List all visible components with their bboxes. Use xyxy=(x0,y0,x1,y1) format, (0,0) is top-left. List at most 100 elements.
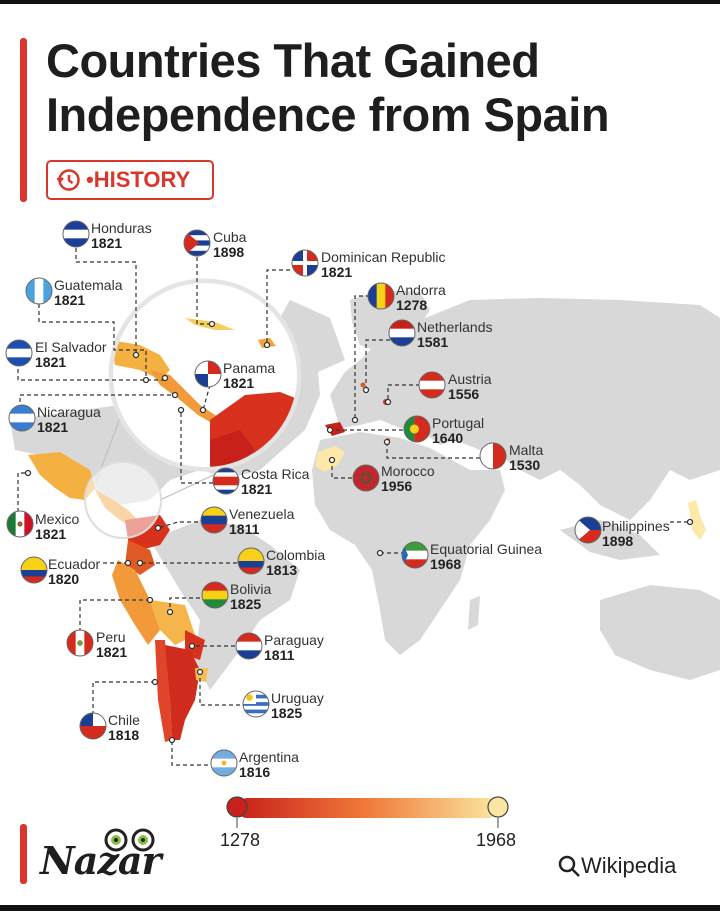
country-name: Panama xyxy=(223,360,276,376)
flag-ring-austria xyxy=(418,371,446,399)
flag-guatemala xyxy=(26,278,52,304)
flag-argentina xyxy=(211,750,237,776)
label-malta: Malta 1530 xyxy=(509,443,543,473)
label-panama: Panama 1821 xyxy=(223,361,275,391)
country-name: Morocco xyxy=(381,463,435,479)
label-portugal: Portugal 1640 xyxy=(432,416,484,446)
label-mexico: Mexico 1821 xyxy=(35,512,79,542)
country-name: Equatorial Guinea xyxy=(430,541,543,557)
flag-ring-ecuador xyxy=(20,556,48,584)
title-line-1: Countries That Gained xyxy=(46,34,540,87)
flag-ring-argentina xyxy=(210,749,238,777)
flag-portugal xyxy=(404,416,430,442)
title-accent-bar xyxy=(20,38,27,202)
country-name: Paraguay xyxy=(264,632,324,648)
label-honduras: Honduras 1821 xyxy=(91,221,152,251)
independence-year: 1813 xyxy=(266,562,298,578)
independence-year: 1821 xyxy=(96,644,128,660)
flag-panama xyxy=(195,361,221,387)
logo-accent-bar xyxy=(20,824,27,884)
label-paraguay: Paraguay 1811 xyxy=(264,633,324,663)
flag-colombia xyxy=(238,548,264,574)
country-name: El Salvador xyxy=(35,339,107,355)
flag-ring-bolivia xyxy=(201,581,229,609)
source-label: Wikipedia xyxy=(581,853,677,878)
flag-ring-malta xyxy=(479,442,507,470)
search-icon xyxy=(558,855,580,877)
flag-ring-el-salvador xyxy=(5,339,33,367)
country-name: Cuba xyxy=(213,229,247,245)
flag-austria xyxy=(419,372,445,398)
flag-ring-paraguay xyxy=(235,632,263,660)
category-tag: •HISTORY xyxy=(46,160,214,200)
country-name: Andorra xyxy=(396,282,446,298)
flag-netherlands xyxy=(389,320,415,346)
independence-year: 1821 xyxy=(91,235,123,251)
central-america-zoom-lens xyxy=(84,278,302,539)
flag-ring-honduras xyxy=(62,220,90,248)
flag-ring-panama xyxy=(194,360,222,388)
color-scale-legend xyxy=(226,796,509,828)
flag-ring-andorra xyxy=(367,282,395,310)
flag-peru xyxy=(67,630,93,656)
independence-year: 1821 xyxy=(54,292,86,308)
label-chile: Chile 1818 xyxy=(108,713,140,743)
logo-wordmark: Nazar xyxy=(40,838,162,883)
independence-year: 1821 xyxy=(37,419,69,435)
label-guatemala: Guatemala 1821 xyxy=(54,278,122,308)
independence-year: 1811 xyxy=(229,521,260,537)
label-netherlands: Netherlands 1581 xyxy=(417,320,493,350)
country-name: Bolivia xyxy=(230,581,272,597)
flag-ecuador xyxy=(21,557,47,583)
flag-ring-netherlands xyxy=(388,319,416,347)
flag-venezuela xyxy=(201,507,227,533)
history-icon xyxy=(56,169,80,191)
flag-ring-equatorial-guinea xyxy=(401,541,429,569)
country-name: Netherlands xyxy=(417,319,493,335)
flag-ring-costa-rica xyxy=(212,467,240,495)
country-name: Guatemala xyxy=(54,277,123,293)
flag-costa-rica xyxy=(213,468,239,494)
independence-year: 1825 xyxy=(230,596,262,612)
country-name: Dominican Republic xyxy=(321,249,446,265)
independence-year: 1820 xyxy=(48,571,80,587)
flag-ring-mexico xyxy=(6,510,34,538)
source-credit: Wikipedia xyxy=(557,853,676,879)
flag-ring-morocco xyxy=(352,464,380,492)
independence-year: 1898 xyxy=(602,533,634,549)
label-costa-rica: Costa Rica 1821 xyxy=(241,467,309,497)
country-name: Venezuela xyxy=(229,506,295,522)
flag-morocco xyxy=(353,465,379,491)
independence-year: 1825 xyxy=(271,705,303,721)
flag-nicaragua xyxy=(9,405,35,431)
flag-mexico xyxy=(7,511,33,537)
label-peru: Peru 1821 xyxy=(96,630,127,660)
label-uruguay: Uruguay 1825 xyxy=(271,691,324,721)
independence-year: 1816 xyxy=(239,764,271,780)
country-name: Malta xyxy=(509,442,544,458)
country-name: Mexico xyxy=(35,511,80,527)
label-equatorial-guinea: Equatorial Guinea 1968 xyxy=(430,542,542,572)
independence-year: 1556 xyxy=(448,386,480,402)
independence-year: 1640 xyxy=(432,430,464,446)
flag-ring-cuba xyxy=(183,229,211,257)
label-nicaragua: Nicaragua 1821 xyxy=(37,405,101,435)
independence-year: 1968 xyxy=(430,556,462,572)
country-name: Austria xyxy=(448,371,492,387)
label-morocco: Morocco 1956 xyxy=(381,464,435,494)
label-philippines: Philippines 1898 xyxy=(602,519,670,549)
independence-year: 1821 xyxy=(321,264,353,280)
flag-andorra xyxy=(368,283,394,309)
flag-honduras xyxy=(63,221,89,247)
country-name: Honduras xyxy=(91,220,152,236)
label-ecuador: Ecuador 1820 xyxy=(48,557,100,587)
flag-cuba xyxy=(184,230,210,256)
title-line-2: Independence from Spain xyxy=(46,88,610,141)
top-border xyxy=(0,0,720,4)
independence-year: 1821 xyxy=(35,354,67,370)
flag-ring-philippines xyxy=(574,516,602,544)
flag-ring-chile xyxy=(79,712,107,740)
flag-ring-portugal xyxy=(403,415,431,443)
country-name: Costa Rica xyxy=(241,466,310,482)
flag-ring-colombia xyxy=(237,547,265,575)
